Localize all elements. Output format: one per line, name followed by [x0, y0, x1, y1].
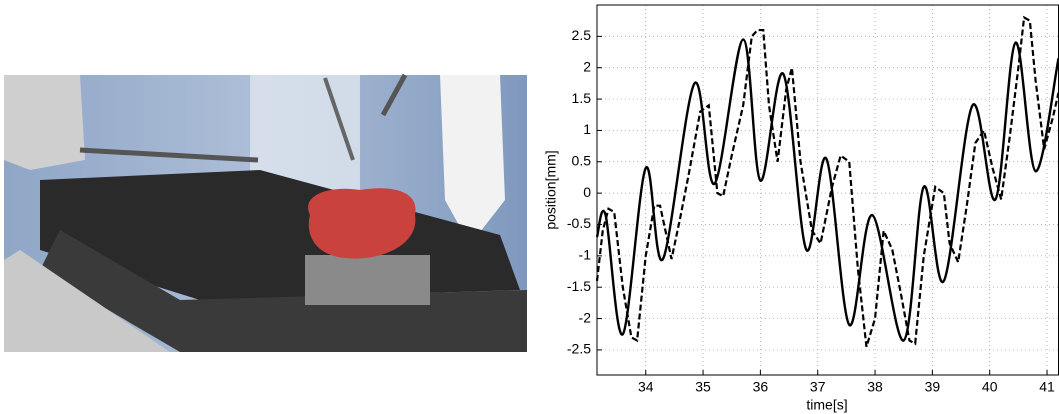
x-tick-label: 35: [695, 379, 711, 395]
y-tick-label: -1: [579, 247, 592, 263]
y-tick-label: 1.5: [572, 90, 592, 106]
y-axis-label: position[mm]: [543, 150, 559, 229]
y-tick-label: -2.5: [567, 341, 591, 357]
y-tick-label: 2: [583, 58, 591, 74]
x-tick-label: 37: [810, 379, 826, 395]
x-tick-label: 34: [638, 379, 654, 395]
y-tick-label: 0.5: [572, 152, 592, 168]
y-tick-label: -0.5: [567, 215, 591, 231]
plot-area: [597, 5, 1059, 375]
platform: [305, 255, 430, 305]
y-tick-label: -1.5: [567, 278, 591, 294]
y-tick-label: 1: [583, 121, 591, 137]
x-tick-label: 41: [1039, 379, 1055, 395]
x-tick-label: 36: [753, 379, 769, 395]
photo: [4, 75, 527, 352]
y-tick-label: -2: [579, 309, 592, 325]
figure: time[s] position[mm] -2.5 -2 -1.5 -1 -0.5 0 0.…: [0, 0, 1059, 414]
x-tick-label: 38: [867, 379, 883, 395]
robot-arm: [4, 75, 85, 170]
x-tick-label: 39: [925, 379, 941, 395]
y-tick-label: 2.5: [572, 27, 592, 43]
y-tick-label: 0: [583, 184, 591, 200]
x-tick-label: 40: [982, 379, 998, 395]
x-axis-label: time[s]: [806, 397, 847, 413]
